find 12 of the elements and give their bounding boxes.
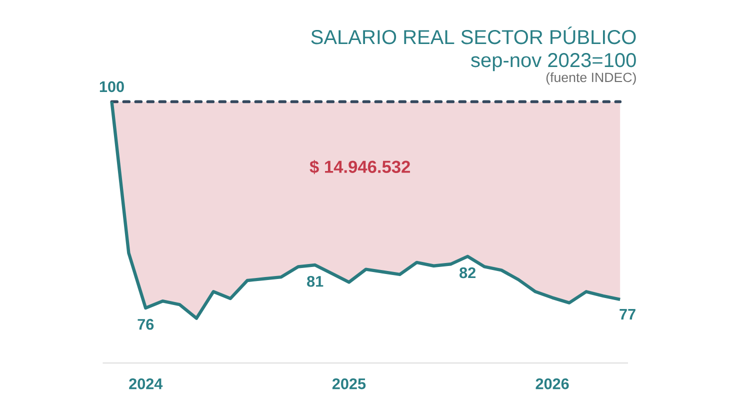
data-label: 100 [100, 81, 124, 92]
data-label: 77 [620, 309, 636, 320]
text: (fuente INDEC) [546, 72, 636, 85]
annotation: $ 14.946.532 [310, 160, 410, 174]
data-label: 76 [138, 318, 154, 330]
chart-subtitle: sep-nov 2023=100 [471, 53, 636, 72]
x-tick-label: 2026 [536, 378, 569, 390]
x-tick-label: 2025 [332, 378, 366, 390]
data-label: 81 [307, 276, 324, 287]
chart-title: SALARIO REAL SECTOR PÚBLICO [311, 26, 636, 44]
data-label: 82 [460, 267, 476, 278]
x-tick-label: 2024 [129, 378, 163, 390]
